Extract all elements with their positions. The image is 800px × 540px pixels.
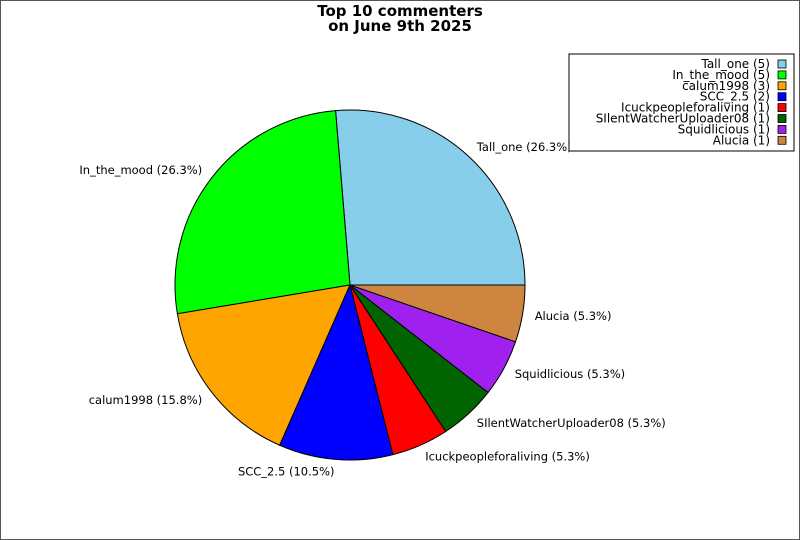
chart-title-line-1: Top 10 commenters	[317, 2, 483, 20]
slice-label-tall-one: Tall_one (26.3%)	[476, 140, 572, 154]
pie-slices	[174, 109, 526, 461]
legend-swatch-scc-2-5	[777, 92, 787, 102]
pie-slice-scc-2-5	[279, 283, 394, 461]
legend-label-tall-one: Tall_one (5)	[700, 57, 770, 71]
legend-label-squidlicious: Squidlicious (1)	[678, 122, 770, 136]
legend-swatch-alucia	[777, 135, 787, 145]
legend-swatch-icuckpeopleforaliving	[777, 103, 787, 112]
pie-slice-in-the-mood	[174, 110, 351, 315]
slice-label-icuckpeopleforaliving: Icuckpeopleforaliving (5.3%)	[425, 450, 590, 464]
chart-title-line-2: on June 9th 2025	[328, 17, 472, 35]
legend-label-silentwatcheruploader08: SIlentWatcherUploader08 (1)	[596, 112, 770, 126]
legend-box	[568, 53, 795, 152]
legend-swatch-tall-one	[777, 59, 787, 69]
legend-swatch-calum1998	[777, 81, 787, 91]
legend-label-alucia: Alucia (1)	[713, 133, 770, 147]
legend: Tall_one (5)In_the_mood (5)calum1998 (3)…	[568, 53, 795, 152]
slice-label-calum1998: calum1998 (15.8%)	[89, 393, 202, 407]
pie-slice-calum1998	[176, 284, 351, 446]
pie-slice-tall-one	[335, 109, 526, 286]
slice-label-silentwatcheruploader08: SIlentWatcherUploader08 (5.3%)	[477, 416, 666, 430]
legend-label-calum1998: calum1998 (3)	[682, 79, 770, 93]
slice-label-scc-2-5: SCC_2.5 (10.5%)	[238, 465, 335, 479]
slice-label-in-the-mood: In_the_mood (26.3%)	[79, 163, 202, 177]
legend-swatch-in-the-mood	[777, 70, 787, 80]
legend-swatch-squidlicious	[777, 125, 787, 134]
legend-swatch-silentwatcheruploader08	[777, 114, 787, 123]
pie-slice-alucia	[349, 284, 526, 343]
slice-labels: Tall_one (26.3%) In_the_mood (26.3%) calum…	[79, 140, 665, 478]
legend-label-icuckpeopleforaliving: Icuckpeopleforaliving (1)	[621, 101, 770, 115]
slice-label-squidlicious: Squidlicious (5.3%)	[515, 367, 625, 381]
legend-label-scc-2-5: SCC_2.5 (2)	[700, 90, 770, 104]
legend-label-in-the-mood: In_the_mood (5)	[672, 68, 770, 82]
slice-label-alucia: Alucia (5.3%)	[535, 309, 612, 323]
